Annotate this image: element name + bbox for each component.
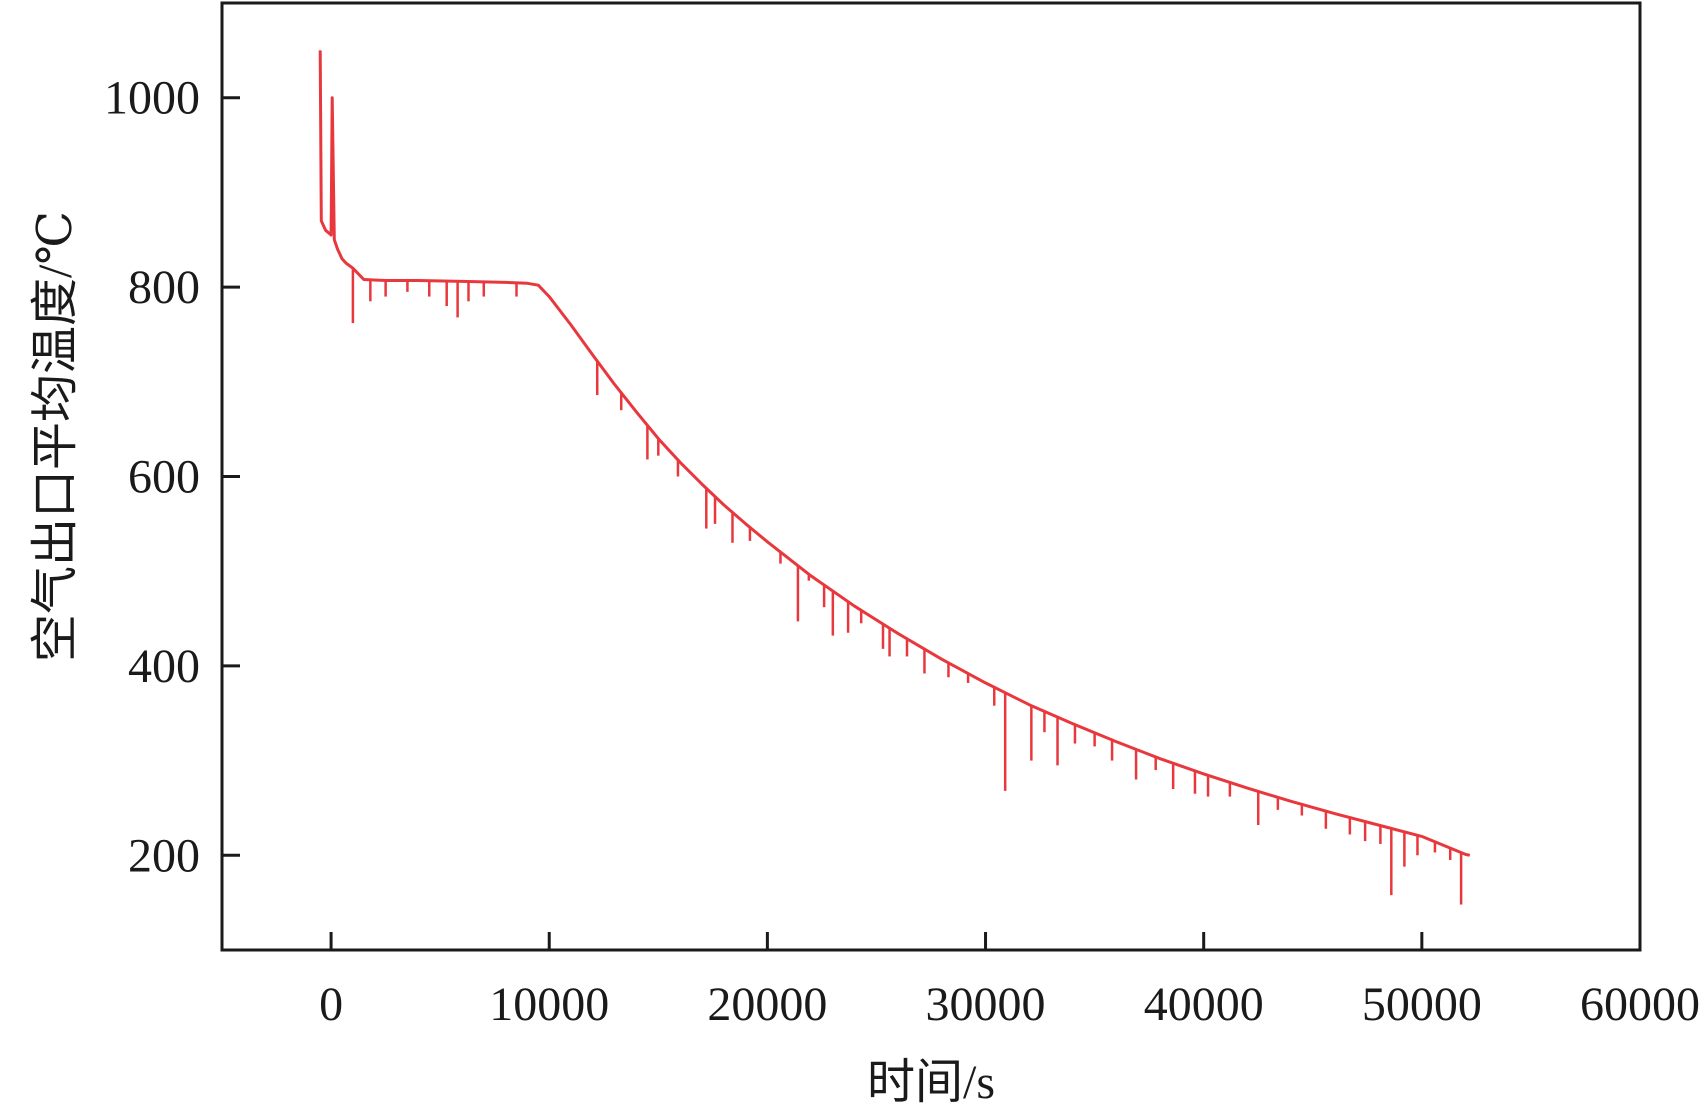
series-layer: [318, 50, 1471, 905]
x-tick-label: 40000: [1144, 978, 1264, 1031]
y-tick-label: 1000: [104, 72, 200, 125]
x-tick-label: 10000: [489, 978, 609, 1031]
x-axis-title: 时间/s: [867, 1056, 995, 1109]
y-axis-title: 空气出口平均温度/℃: [29, 211, 82, 662]
x-tick-label: 20000: [707, 978, 827, 1031]
x-tick-label: 30000: [926, 978, 1046, 1031]
y-tick-label: 600: [128, 451, 200, 504]
x-tick-label: 60000: [1580, 978, 1700, 1031]
y-tick-label: 400: [128, 640, 200, 693]
plot-area: [318, 50, 1471, 905]
x-axis: 0 10000 20000 30000 40000 50000 60000: [319, 932, 1700, 1031]
y-axis: 200 400 600 800 1000: [104, 72, 240, 882]
x-tick-label: 0: [319, 978, 343, 1031]
plot-frame: [220, 1, 1642, 952]
x-tick-label: 50000: [1362, 978, 1482, 1031]
series-line: [318, 50, 1471, 857]
y-tick-label: 200: [128, 829, 200, 882]
y-tick-label: 800: [128, 261, 200, 314]
